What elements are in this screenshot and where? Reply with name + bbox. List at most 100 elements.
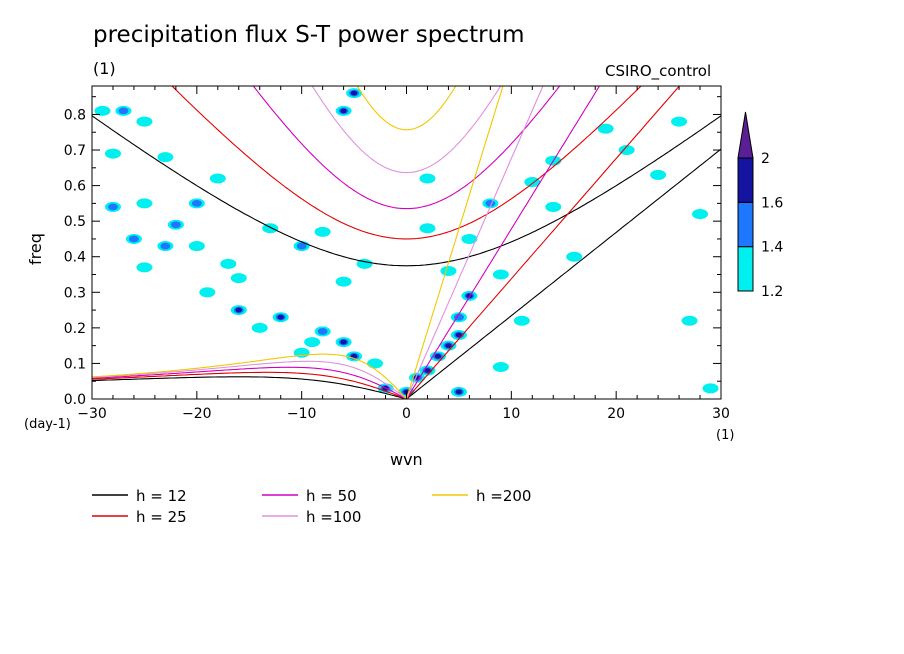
spectral-blob (188, 241, 205, 252)
spectral-blob-peak (455, 389, 463, 395)
spectral-blob (209, 173, 226, 184)
spectral-blob-peak (235, 307, 242, 313)
spectral-blob-peak (445, 343, 452, 349)
dispersion-curve-rossby (92, 353, 407, 399)
spectral-blob-core (107, 203, 118, 211)
colorbar-label: 1.4 (761, 240, 783, 256)
spectral-blob (440, 265, 457, 276)
spectral-blob-core (317, 328, 328, 335)
spectral-blob-peak (350, 90, 358, 96)
dispersion-curve-gravity (171, 86, 642, 240)
spectral-blob (230, 273, 247, 284)
legend-label: h = 25 (136, 508, 187, 526)
x-tick-label: −10 (287, 406, 317, 422)
units-label: (1) (93, 59, 116, 78)
dispersion-curve-rossby (92, 371, 407, 399)
colorbar-segment (737, 201, 754, 248)
spectral-blob-core (296, 242, 307, 250)
colorbar-label: 1.2 (761, 284, 783, 300)
spectral-blob (199, 287, 216, 298)
plot-frame (91, 85, 722, 400)
model-label: CSIRO_control (605, 62, 712, 80)
colorbar-label: 1.6 (761, 195, 783, 211)
plot-area (92, 86, 721, 399)
spectral-blob-peak (455, 332, 463, 338)
spectral-blob (524, 177, 541, 188)
legend-label: h =100 (306, 508, 361, 526)
spectral-blob (702, 383, 719, 394)
colorbar-arrow (737, 111, 754, 159)
spectral-blob (335, 276, 352, 287)
spectral-blob (419, 223, 436, 234)
y-tick-label: 0.4 (64, 250, 86, 266)
dispersion-curve-rossby (92, 360, 407, 399)
spectral-blob (597, 123, 614, 134)
spectral-blob-core (118, 107, 129, 115)
dispersion-curve-rossby (92, 376, 407, 399)
dispersion-curve-gravity (356, 86, 457, 131)
spectral-blob (220, 258, 237, 269)
colorbar-segment (737, 157, 754, 203)
spectral-blob (136, 262, 153, 273)
spectral-blob (367, 358, 384, 369)
dispersion-curve-kelvin (406, 86, 681, 399)
legend-label: h = 12 (136, 487, 187, 505)
x-unit-label: (1) (716, 428, 735, 443)
dispersion-curve-rossby (92, 366, 407, 399)
spectral-blob-core (170, 221, 181, 229)
spectral-blob-peak (340, 108, 347, 114)
dispersion-curve-kelvin (405, 86, 504, 399)
spectral-blob (461, 233, 478, 244)
spectral-blob (304, 337, 321, 348)
x-tick-label: −20 (182, 406, 212, 422)
dispersion-curve-kelvin (406, 86, 601, 399)
spectral-blob-peak (434, 353, 442, 359)
spectral-blob-core (191, 199, 202, 207)
spectral-blob (618, 145, 635, 156)
spectral-blob (492, 361, 509, 372)
x-tick-label: −30 (77, 406, 107, 422)
spectral-blob (104, 148, 121, 159)
spectral-blob (650, 169, 667, 180)
spectral-blob-peak (424, 368, 431, 373)
chart-title: precipitation flux S-T power spectrum (93, 22, 525, 48)
x-tick-label: 0 (402, 406, 411, 422)
dispersion-curve-gravity (92, 115, 721, 267)
spectral-blob (314, 226, 331, 237)
spectral-blob (136, 116, 153, 127)
y-tick-label: 0.5 (64, 214, 86, 230)
spectral-blob-peak (277, 314, 284, 320)
spectral-blob (513, 315, 530, 326)
spectral-blob (251, 322, 268, 333)
spectral-blob-core (128, 235, 139, 243)
spectral-blob (157, 152, 174, 163)
colorbar-segment (737, 246, 754, 292)
spectral-blob-core (160, 242, 171, 250)
spectral-blob (419, 173, 436, 184)
x-tick-label: 30 (712, 406, 730, 422)
legend-label: h =200 (476, 487, 531, 505)
dispersion-curve-gravity (311, 86, 502, 174)
y-tick-label: 0.2 (64, 321, 86, 337)
y-tick-label: 0.6 (64, 179, 86, 195)
legend-label: h = 50 (306, 487, 357, 505)
y-tick-label: 0.8 (64, 107, 86, 123)
spectral-blob-peak (340, 339, 347, 345)
spectral-blob (681, 315, 698, 326)
dispersion-curve-gravity (252, 86, 561, 210)
spectral-blob (545, 201, 562, 212)
spectral-blob (136, 198, 153, 209)
y-tick-label: 0.1 (64, 356, 86, 372)
x-axis-label: wvn (390, 450, 423, 469)
dispersion-curve-kelvin (406, 148, 721, 399)
spectral-blob (94, 105, 111, 116)
spectral-blob (692, 209, 709, 220)
spectral-blob (671, 116, 688, 127)
spectral-blob (492, 269, 509, 280)
colorbar-label: 2 (761, 151, 770, 167)
spectral-blob (566, 251, 583, 262)
y-tick-label: 0.0 (64, 392, 86, 408)
y-tick-label: 0.3 (64, 285, 86, 301)
x-tick-label: 10 (502, 406, 520, 422)
